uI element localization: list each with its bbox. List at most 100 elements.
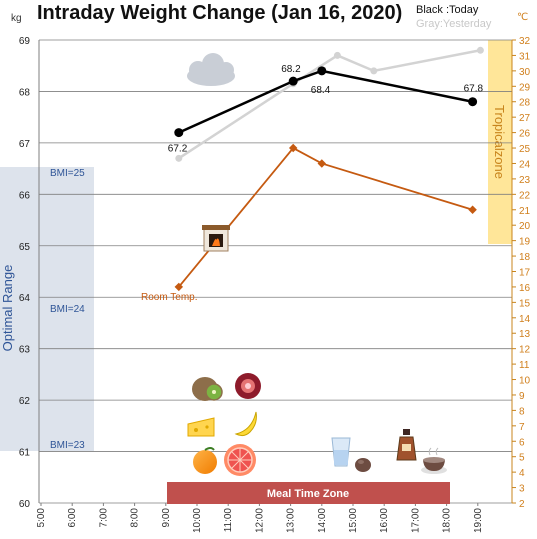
bmi-23-label: BMI=23 (50, 440, 85, 451)
right-tick-label: 19 (519, 237, 531, 248)
tropical-zone-band (488, 40, 512, 244)
right-tick-label: 18 (519, 252, 531, 263)
yesterday-point (333, 51, 341, 59)
left-tick-label: 67 (19, 139, 31, 150)
right-tick-label: 11 (519, 360, 530, 371)
fireplace-icon (202, 225, 230, 252)
right-tick-label: 2 (519, 499, 525, 510)
left-tick-label: 69 (19, 36, 31, 47)
right-tick-label: 8 (519, 406, 525, 417)
yesterday-point (370, 67, 378, 75)
right-tick-label: 20 (519, 221, 531, 232)
right-tick-label: 5 (519, 453, 525, 464)
right-tick-label: 4 (519, 468, 525, 479)
x-tick-label: 16:00 (379, 508, 390, 533)
banana-icon (234, 411, 257, 437)
right-tick-label: 29 (519, 82, 531, 93)
right-tick-label: 28 (519, 98, 531, 109)
optimal-range-label: Optimal Range (0, 265, 15, 352)
left-tick-label: 63 (19, 345, 31, 356)
right-tick-label: 25 (519, 144, 531, 155)
x-tick-label: 8:00 (130, 508, 141, 528)
x-axis-ticks: 5:00 6:00 7:00 8:00 9:00 10:00 11:00 12:00 13:00… (36, 503, 484, 533)
today-value-label: 67.2 (168, 144, 188, 155)
right-tick-label: 23 (519, 175, 531, 186)
room-temp-point (174, 282, 184, 292)
right-tick-label: 21 (519, 206, 531, 217)
x-tick-label: 18:00 (442, 508, 453, 533)
meal-time-zone-label: Meal Time Zone (267, 488, 349, 500)
right-tick-label: 27 (519, 113, 531, 124)
x-tick-label: 13:00 (286, 508, 297, 533)
x-tick-label: 5:00 (36, 508, 47, 528)
right-axis-ticks: 2345678910111213141516171819202122232425… (512, 36, 531, 510)
room-temp-point (468, 205, 477, 215)
room-temp-point (288, 143, 298, 153)
series-room-temp (174, 143, 477, 292)
right-tick-label: 17 (519, 268, 531, 279)
right-tick-label: 12 (519, 345, 531, 356)
pomegranate-icon (235, 373, 261, 399)
right-tick-label: 15 (519, 298, 531, 309)
right-tick-label: 24 (519, 159, 531, 170)
room-temp-point (317, 159, 327, 168)
series-today (174, 66, 478, 138)
right-tick-label: 7 (519, 422, 525, 433)
right-axis-unit: ℃ (517, 12, 528, 23)
tropical-zone-label: Tropicalzone (492, 105, 507, 179)
left-tick-label: 66 (19, 190, 31, 201)
left-tick-label: 68 (19, 87, 31, 98)
yesterday-point (476, 46, 484, 54)
left-axis-unit: kg (11, 13, 22, 24)
bmi-25-label: BMI=25 (50, 168, 85, 179)
x-tick-label: 12:00 (254, 508, 265, 533)
x-tick-label: 10:00 (192, 508, 203, 533)
value-labels: 67.2 68.2 68.4 67.8 (168, 64, 484, 154)
x-tick-label: 19:00 (473, 508, 484, 533)
left-tick-label: 60 (19, 499, 31, 510)
left-tick-label: 62 (19, 396, 31, 407)
meal-time-zone-bar (167, 482, 450, 504)
x-tick-label: 15:00 (348, 508, 359, 533)
brandy-icon (396, 429, 417, 461)
x-tick-label: 9:00 (161, 508, 172, 528)
right-tick-label: 3 (519, 484, 525, 495)
right-tick-label: 26 (519, 129, 531, 140)
today-value-label: 68.2 (281, 64, 301, 75)
gridlines (39, 39, 512, 504)
orange-icon (193, 447, 217, 474)
x-tick-label: 14:00 (317, 508, 328, 533)
grapefruit-icon (224, 444, 256, 476)
today-point (288, 76, 298, 86)
water-glass-icon (331, 437, 351, 467)
room-temp-line (178, 146, 473, 288)
right-tick-label: 6 (519, 437, 525, 448)
soup-icon (421, 447, 447, 474)
room-temp-label: Room Temp. (141, 292, 198, 303)
yesterday-point (175, 154, 183, 162)
legend-today: Black :Today (416, 4, 479, 16)
today-point (317, 66, 327, 76)
right-tick-label: 31 (519, 51, 531, 62)
x-tick-label: 6:00 (67, 508, 78, 528)
chocolate-icon (355, 458, 371, 472)
legend-yesterday: Gray:Yesterday (416, 18, 492, 30)
x-tick-label: 7:00 (98, 508, 109, 528)
right-tick-label: 16 (519, 283, 531, 294)
right-tick-label: 13 (519, 329, 531, 340)
today-point (468, 97, 478, 107)
left-tick-label: 61 (19, 448, 31, 459)
right-tick-label: 30 (519, 67, 531, 78)
x-tick-label: 11:00 (223, 508, 234, 533)
right-tick-label: 22 (519, 190, 531, 201)
today-value-label: 68.4 (311, 85, 331, 96)
left-axis-ticks: 60 61 62 63 64 65 66 67 68 69 (19, 36, 31, 510)
bmi-24-label: BMI=24 (50, 304, 85, 315)
right-tick-label: 9 (519, 391, 525, 402)
x-tick-label: 17:00 (410, 508, 421, 533)
right-tick-label: 32 (519, 36, 531, 47)
right-tick-label: 10 (519, 376, 531, 387)
today-point (174, 128, 184, 138)
cheese-icon (187, 417, 215, 437)
optimal-range-band (0, 167, 94, 451)
